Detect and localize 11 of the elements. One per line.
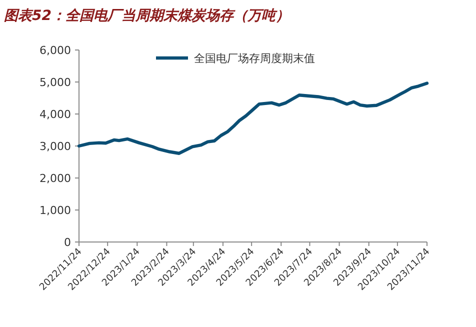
y-tick-label: 6,000 — [40, 44, 71, 57]
y-tick-label: 2,000 — [40, 172, 71, 185]
y-tick-label: 4,000 — [40, 108, 71, 121]
legend: 全国电厂场存周度期末值 — [156, 52, 315, 65]
chart-title: 图表52：全国电厂当周期末煤炭场存（万吨） — [4, 8, 290, 24]
y-tick-label: 3,000 — [40, 140, 71, 153]
y-tick-label: 0 — [64, 236, 71, 249]
legend-label: 全国电厂场存周度期末值 — [194, 52, 315, 65]
y-tick-label: 1,000 — [40, 204, 71, 217]
line-series — [77, 82, 429, 155]
y-tick-label: 5,000 — [40, 76, 71, 89]
